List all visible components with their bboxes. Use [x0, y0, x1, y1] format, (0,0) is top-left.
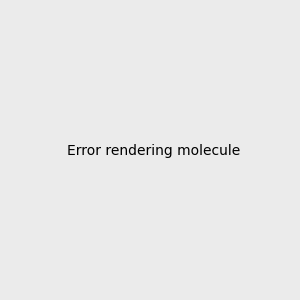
Text: Error rendering molecule: Error rendering molecule: [67, 145, 240, 158]
